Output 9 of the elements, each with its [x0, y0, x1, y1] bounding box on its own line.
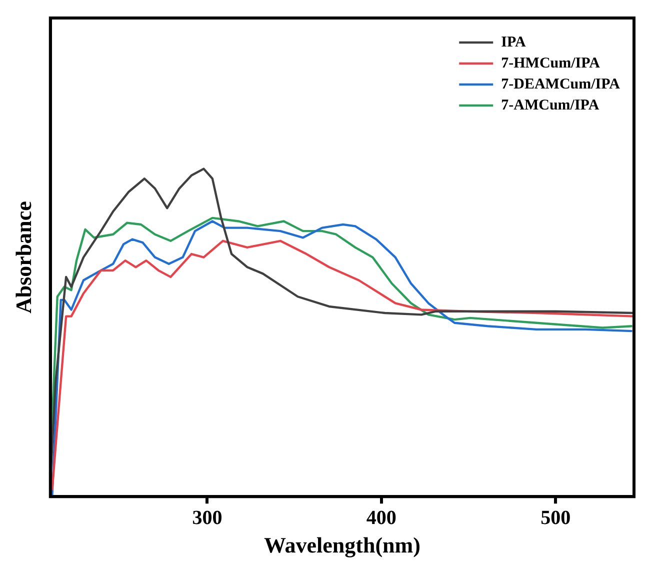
legend-label: 7-DEAMCum/IPA	[501, 76, 620, 92]
x-tick-label: 400	[366, 506, 396, 529]
legend-label: 7-AMCum/IPA	[501, 97, 600, 114]
legend-label: IPA	[501, 34, 526, 50]
x-tick-label: 300	[192, 506, 222, 529]
x-axis-title: Wavelength(nm)	[264, 532, 420, 558]
x-tick-label: 500	[540, 506, 571, 529]
legend-label: 7-HMCum/IPA	[501, 55, 600, 72]
y-axis-title: Absorbance	[10, 200, 36, 314]
